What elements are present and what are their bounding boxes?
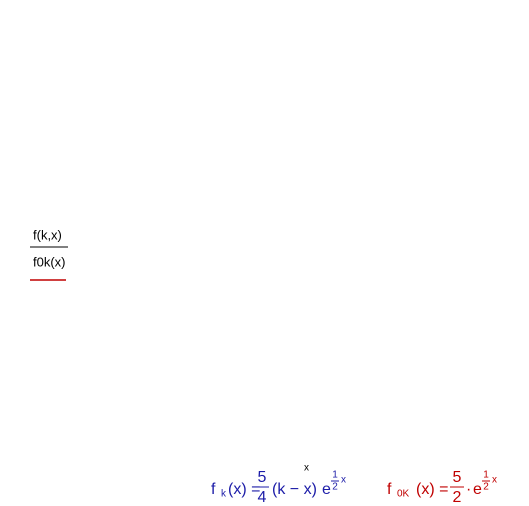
formula-text: 4 <box>258 489 267 506</box>
formula-text: 2 <box>332 482 338 493</box>
legend-label: f0k(x) <box>33 254 66 269</box>
formula-text: x <box>492 475 497 486</box>
formula-text: f <box>387 481 392 498</box>
formula-text: (x) = <box>416 481 448 498</box>
formula-text: x <box>304 463 309 474</box>
formula-text: e <box>473 481 482 498</box>
formula-text: 0K <box>397 489 410 500</box>
formula: f k (x) = 5 4 (k − x) x e 1 2 x <box>211 463 346 506</box>
formula-text: 2 <box>483 482 489 493</box>
formula-text: 2 <box>453 489 462 506</box>
formula-text: e <box>322 481 331 498</box>
formula-text: k <box>221 489 227 500</box>
y-axis-label: f(k,x) <box>33 227 62 242</box>
formula-text: (x) = <box>228 481 260 498</box>
formula-text: (k − x) <box>272 481 317 498</box>
formula: f 0K (x) = 5 2 · e 1 2 x <box>387 469 497 506</box>
formula-text: 1 <box>332 470 338 481</box>
formula-text: 1 <box>483 470 489 481</box>
formula-text: x <box>341 475 346 486</box>
formula-text: 5 <box>258 469 267 486</box>
formula-text: f <box>211 481 216 498</box>
formula-text: 5 <box>453 469 462 486</box>
formula-text: · <box>466 481 471 498</box>
